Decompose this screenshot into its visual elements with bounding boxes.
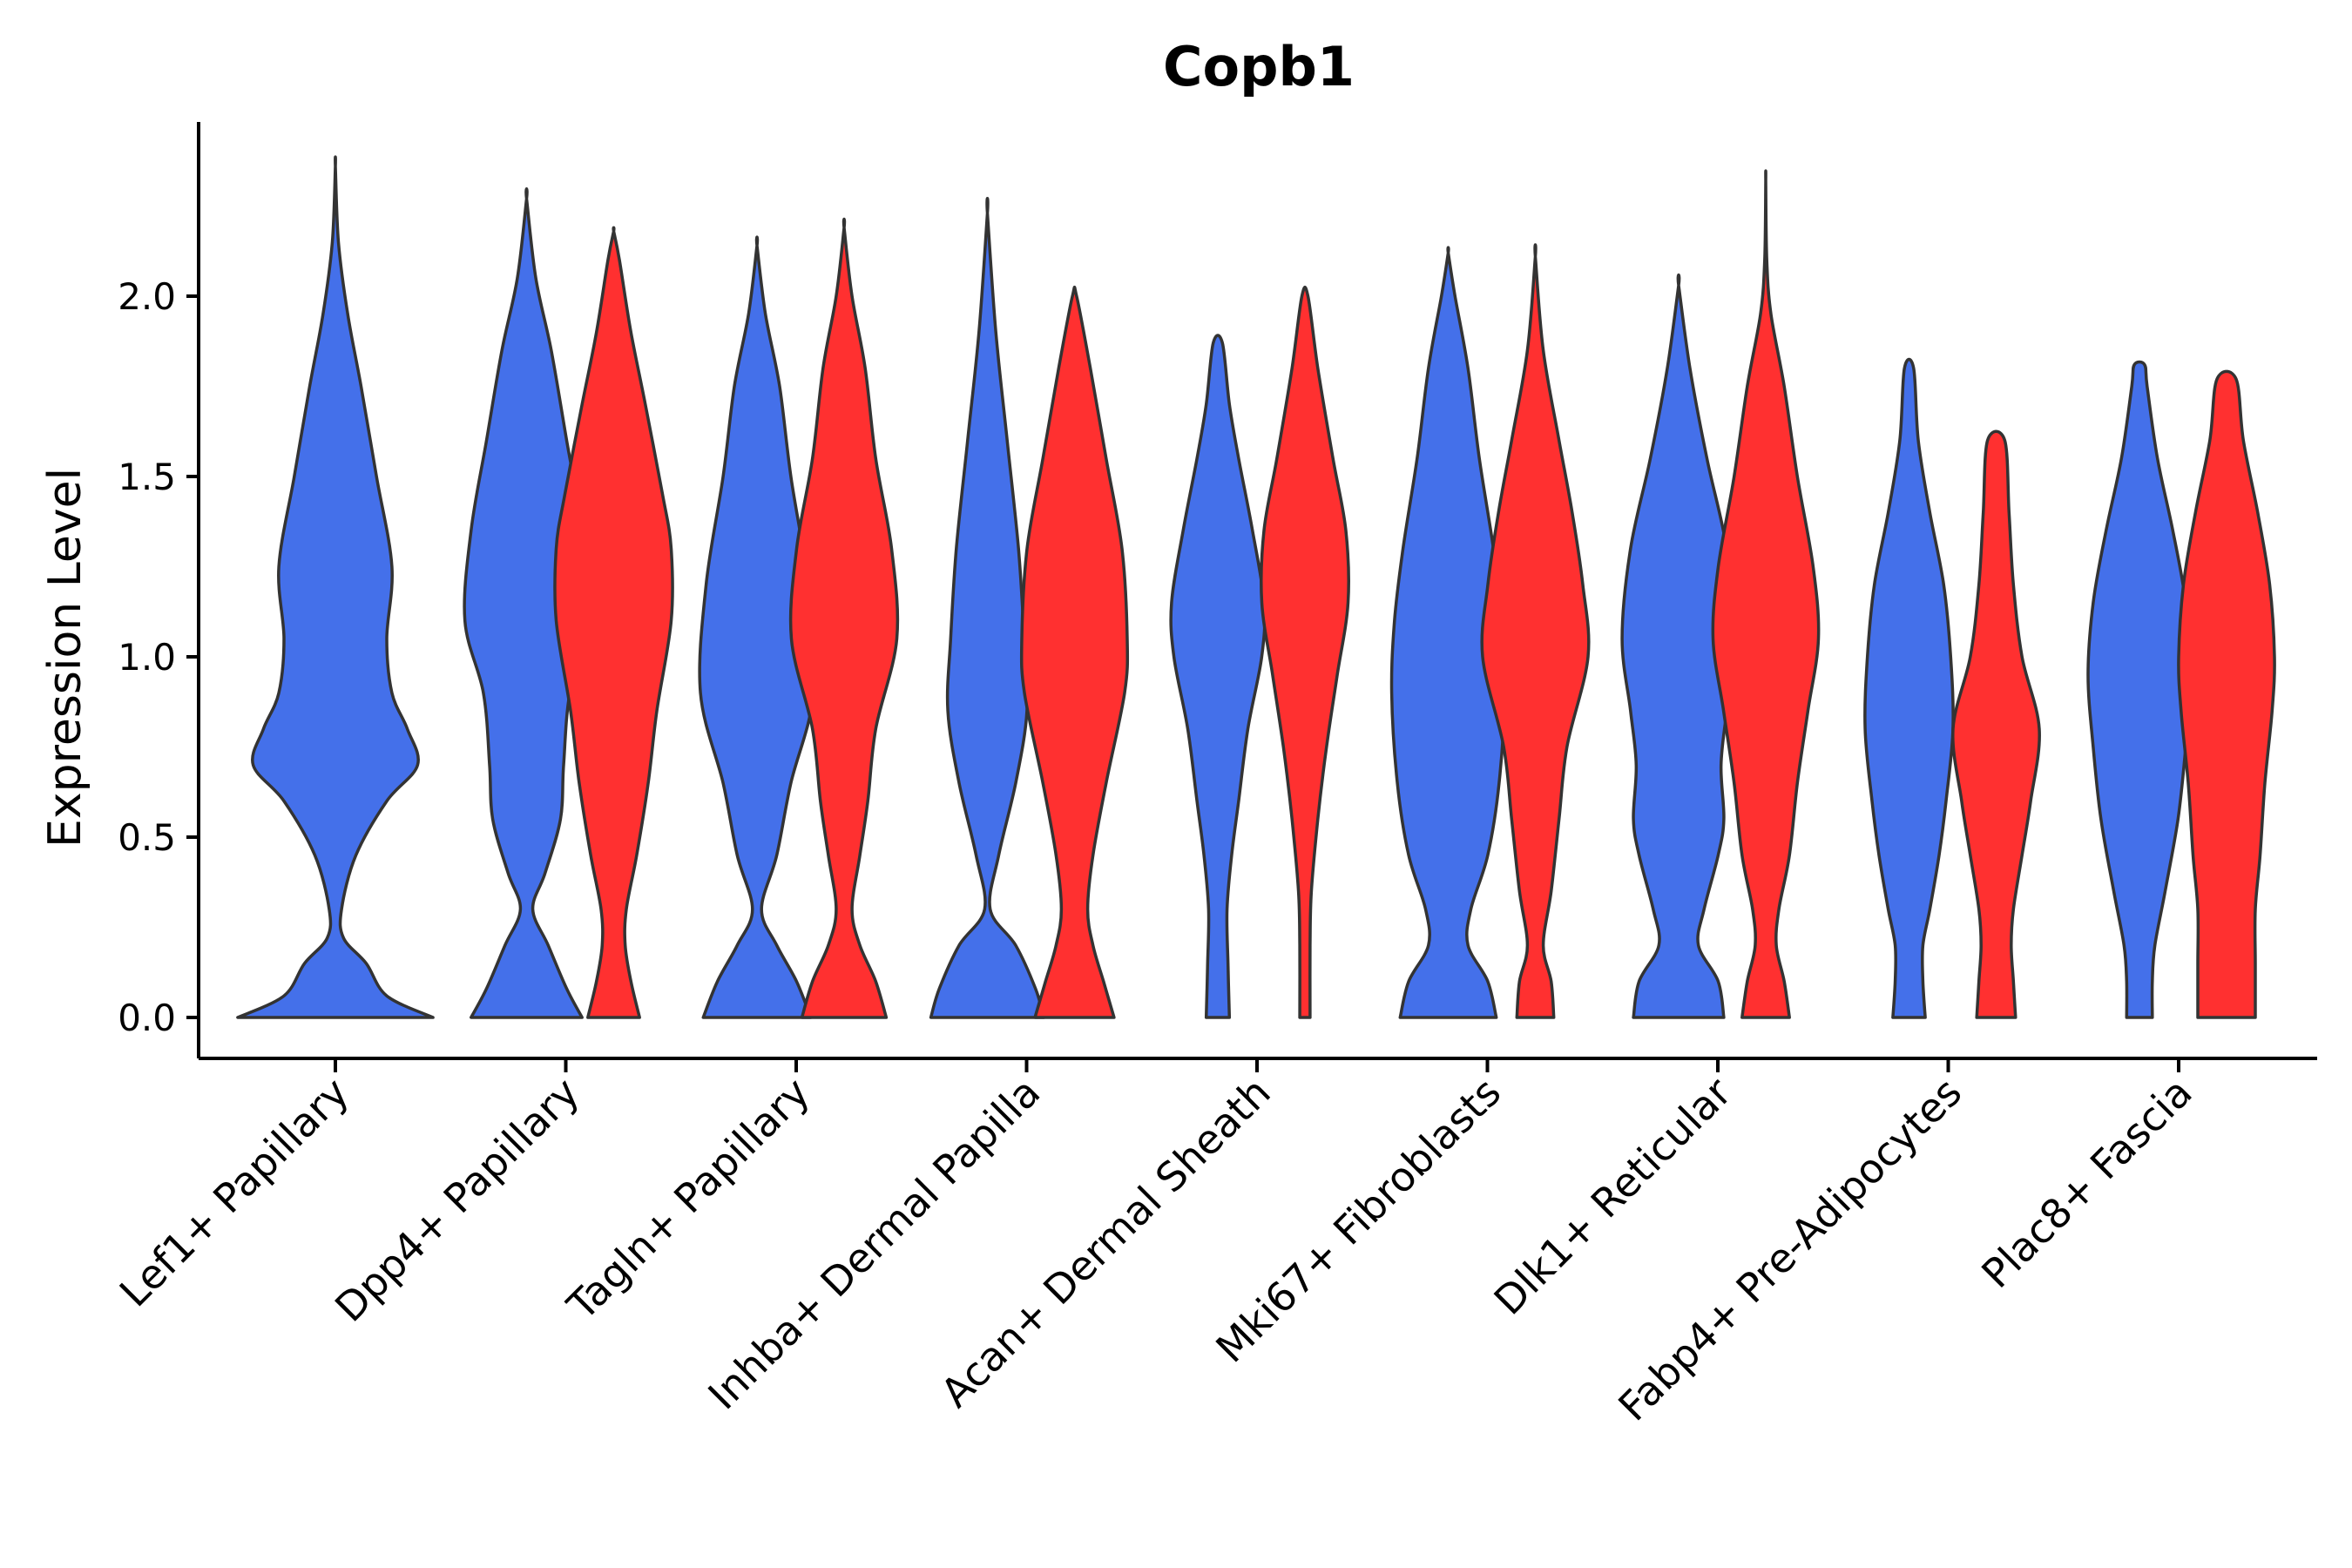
chart-title: Copb1 [1163, 35, 1355, 98]
y-tick-label: 0.5 [118, 816, 176, 859]
violin-red-1 [553, 226, 674, 1019]
x-tick-label: Dpp4+ Papillary [326, 1069, 588, 1331]
violin-red-2 [788, 217, 900, 1019]
violin-blue-7 [1863, 357, 1955, 1019]
violin-red-7 [1951, 429, 2041, 1019]
y-tick-label: 1.0 [118, 636, 176, 679]
violin-red-8 [2177, 369, 2276, 1019]
violin-blue-4 [1169, 334, 1267, 1019]
y-axis-label: Expression Level [39, 468, 91, 848]
violin-blue-8 [2086, 360, 2193, 1019]
violin-red-5 [1480, 243, 1591, 1019]
violin-group [236, 155, 2276, 1019]
violin-blue-2 [698, 235, 816, 1019]
violin-blue-1 [463, 187, 591, 1019]
violin-blue-0 [236, 155, 435, 1019]
violin-red-6 [1711, 169, 1821, 1019]
violin-blue-6 [1620, 273, 1737, 1019]
y-tick-label: 2.0 [118, 275, 176, 318]
violin-blue-5 [1389, 246, 1507, 1019]
x-tick-label: Plac8+ Fascia [1972, 1069, 2200, 1297]
x-tick-label: Tagln+ Papillary [558, 1069, 819, 1330]
violin-blue-3 [929, 196, 1046, 1019]
y-tick-label: 1.5 [118, 456, 176, 498]
violin-red-3 [1019, 285, 1130, 1019]
violin-red-4 [1259, 285, 1351, 1019]
x-tick-label: Lef1+ Papillary [111, 1069, 358, 1316]
x-tick-label: Dlk1+ Reticular [1485, 1069, 1740, 1324]
y-axis-ticks: 0.0 0.5 1.0 1.5 2.0 [118, 275, 199, 1039]
y-tick-label: 0.0 [118, 997, 176, 1039]
